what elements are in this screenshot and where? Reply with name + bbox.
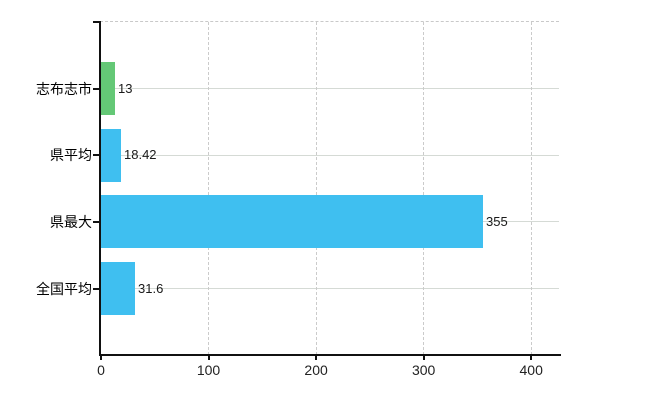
- bar-value-label: 355: [486, 213, 508, 229]
- y-tick: [93, 220, 99, 223]
- x-tick-label: 100: [196, 362, 221, 378]
- x-tick-label: 400: [519, 362, 543, 378]
- y-tick: [93, 287, 99, 290]
- x-tick: [315, 356, 318, 360]
- vertical-gridline: [208, 22, 210, 355]
- category-label: 全国平均: [36, 280, 92, 297]
- x-tick: [100, 356, 102, 360]
- category-label: 志布志市: [36, 80, 92, 97]
- bar: [101, 62, 115, 115]
- category-label: 県平均: [50, 147, 92, 164]
- y-tick: [93, 154, 99, 157]
- vertical-gridline: [315, 22, 317, 355]
- x-tick-label: 200: [304, 362, 328, 378]
- x-tick: [422, 356, 425, 360]
- vertical-gridline: [530, 22, 532, 355]
- x-tick: [530, 356, 533, 360]
- horizontal-gridline: [101, 154, 559, 156]
- bar-value-label: 31.6: [138, 280, 164, 296]
- y-tick: [93, 87, 99, 90]
- x-tick: [207, 356, 210, 360]
- y-axis-line: [99, 21, 101, 356]
- bar-value-label: 13: [118, 80, 133, 96]
- plot-top-border: [100, 21, 559, 22]
- horizontal-gridline: [101, 288, 559, 290]
- bar: [101, 128, 121, 182]
- bar: [101, 195, 483, 249]
- y-tick: [93, 21, 99, 23]
- x-tick-label: 0: [97, 362, 105, 378]
- category-label: 県最大: [50, 213, 92, 230]
- x-axis-line: [99, 354, 561, 356]
- bar-value-label: 18.42: [124, 147, 157, 163]
- vertical-gridline: [423, 22, 425, 355]
- bar: [101, 262, 135, 316]
- x-tick-label: 300: [411, 362, 436, 378]
- horizontal-gridline: [101, 88, 559, 89]
